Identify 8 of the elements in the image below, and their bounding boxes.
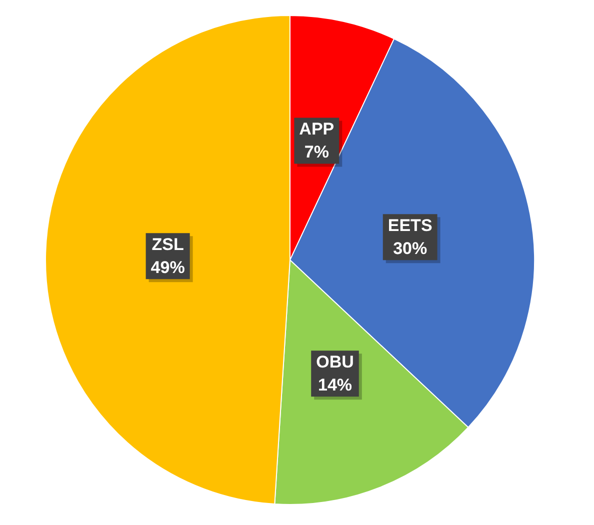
data-label: 7%: [304, 142, 329, 162]
slice-label: APP: [299, 119, 334, 138]
data-label: 30%: [393, 238, 428, 258]
data-label: 49%: [150, 258, 185, 277]
slice-label: EETS: [388, 216, 432, 235]
slice-label: ZSL: [152, 234, 184, 254]
slice-label: OBU: [316, 352, 354, 372]
data-label: 14%: [318, 375, 352, 394]
